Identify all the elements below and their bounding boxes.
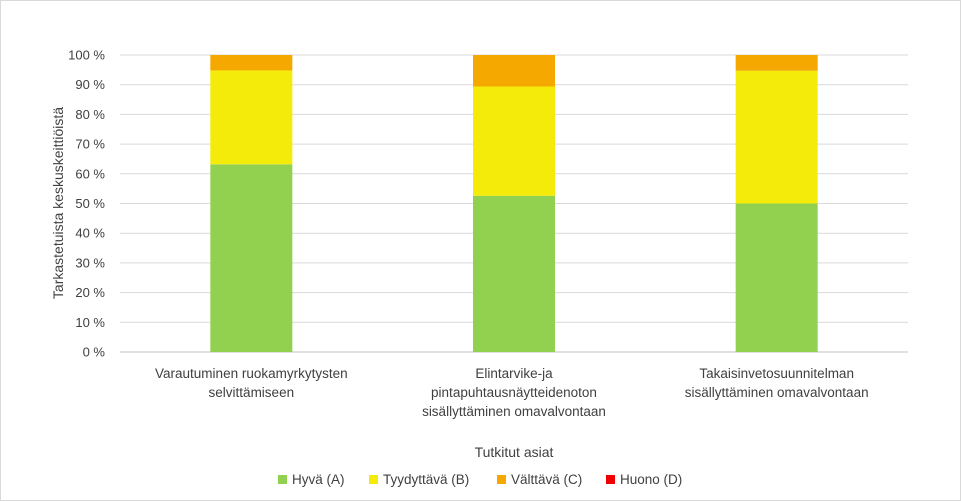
- x-axis-category-labels: Varautuminen ruokamyrkytysten selvittämis…: [155, 366, 869, 419]
- legend: Hyvä (A) Tyydyttävä (B) Välttävä (C) Huono …: [278, 472, 682, 487]
- y-tick-label: 80 %: [75, 107, 105, 122]
- bar-segment-v-ltt-v-c: [210, 55, 293, 71]
- bar-segment-tyydytt-v-b: [210, 70, 293, 165]
- y-tick-label: 70 %: [75, 137, 105, 152]
- bar-segment-hyv-a: [735, 203, 818, 352]
- y-tick-label: 0 %: [83, 345, 106, 360]
- y-tick-label: 20 %: [75, 285, 105, 300]
- legend-item: Hyvä (A): [278, 472, 345, 487]
- bar-stack: [210, 55, 293, 352]
- bar-segment-tyydytt-v-b: [735, 70, 818, 204]
- bar-segment-hyv-a: [210, 164, 293, 352]
- x-category-label-line: Takaisinvetosuunnitelman: [699, 366, 854, 381]
- legend-item: Tyydyttävä (B): [369, 472, 469, 487]
- legend-item: Välttävä (C): [497, 472, 582, 487]
- x-category-label-line: pintapuhtausnäytteidenoton: [431, 385, 597, 400]
- x-category-label-line: Varautuminen ruokamyrkytysten: [155, 366, 348, 381]
- y-tick-label: 10 %: [75, 315, 105, 330]
- y-tick-label: 40 %: [75, 226, 105, 241]
- bar-stack: [735, 55, 818, 352]
- y-tick-label: 90 %: [75, 77, 105, 92]
- y-axis-title: Tarkastetuista keskuskeittiöistä: [50, 107, 66, 299]
- bar-segment-v-ltt-v-c: [735, 55, 818, 71]
- bar-segment-v-ltt-v-c: [473, 55, 555, 87]
- y-tick-label: 30 %: [75, 255, 105, 270]
- legend-label: Välttävä (C): [511, 472, 582, 487]
- legend-swatch: [278, 475, 287, 484]
- bar-segment-tyydytt-v-b: [473, 86, 555, 196]
- y-tick-label: 100 %: [68, 48, 105, 63]
- legend-swatch: [497, 475, 506, 484]
- x-category-label-line: sisällyttäminen omavalvontaan: [422, 404, 606, 419]
- legend-label: Tyydyttävä (B): [383, 472, 469, 487]
- y-axis-tick-labels: 0 % 10 % 20 % 30 % 40 % 50 % 60 % 70 % 80 % 90 % 1…: [68, 48, 105, 360]
- legend-label: Huono (D): [620, 472, 682, 487]
- x-category-label-line: Elintarvike-ja: [475, 366, 553, 381]
- bar-segment-hyv-a: [473, 195, 555, 352]
- x-axis-title: Tutkitut asiat: [475, 444, 554, 460]
- x-category-label-line: sisällyttäminen omavalvontaan: [685, 385, 869, 400]
- legend-swatch: [369, 475, 378, 484]
- legend-label: Hyvä (A): [292, 472, 345, 487]
- bar-stacks: [210, 55, 818, 352]
- y-tick-label: 60 %: [75, 166, 105, 181]
- legend-swatch: [606, 475, 615, 484]
- legend-item: Huono (D): [606, 472, 682, 487]
- x-category-label-line: selvittämiseen: [209, 385, 295, 400]
- bar-stack: [473, 55, 555, 352]
- y-tick-label: 50 %: [75, 196, 105, 211]
